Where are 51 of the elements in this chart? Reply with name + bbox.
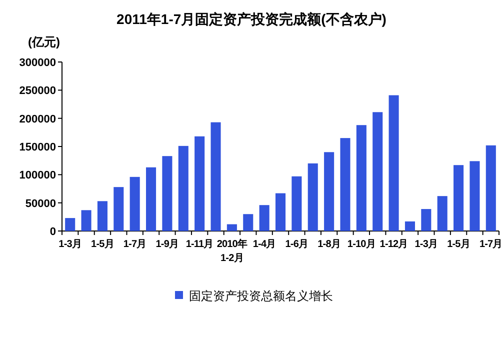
bar (275, 193, 286, 231)
x-tick-label: 1-10月 (347, 239, 376, 250)
bar (404, 221, 415, 231)
bar (194, 136, 205, 231)
bar (97, 201, 108, 231)
legend: 固定资产投资总额名义增长 (175, 289, 333, 303)
bar (259, 205, 270, 231)
bar (226, 224, 237, 231)
bar (324, 152, 334, 231)
bar (372, 112, 383, 231)
bar (162, 156, 172, 231)
x-tick-label: 1-8月 (318, 239, 340, 250)
bar (146, 167, 156, 231)
bar (454, 165, 464, 231)
x-tick-label: 2010年 1-2月 (216, 238, 248, 264)
bar (421, 209, 432, 231)
y-tick-label: 250000 (19, 85, 56, 98)
bar (308, 163, 318, 231)
x-tick-label: 1-9月 (156, 239, 179, 250)
y-axis-title: (亿元) (28, 35, 60, 49)
x-tick-label: 1-7月 (123, 239, 146, 250)
bar (470, 161, 480, 231)
bar (243, 214, 254, 231)
y-tick-label: 300000 (19, 57, 56, 69)
bar (81, 210, 92, 231)
y-tick-label: 50000 (25, 198, 56, 210)
x-tick-label: 1-12月 (380, 239, 408, 250)
bar (292, 176, 302, 231)
chart-title: 2011年1-7月固定资产投资完成额(不含农户) (116, 11, 386, 27)
bar (65, 218, 76, 231)
x-tick-label: 1-11月 (186, 239, 214, 250)
bar (486, 145, 496, 231)
x-tick-label: 1-5月 (447, 239, 470, 250)
bar (178, 146, 188, 231)
x-tick-label: 1-5月 (91, 239, 114, 250)
bar (114, 187, 124, 231)
x-tick-label: 1-6月 (285, 239, 308, 250)
y-tick-label: 0 (50, 226, 56, 238)
x-tick-label: 1-7月 (479, 239, 502, 250)
bar (210, 122, 221, 231)
bar (130, 176, 140, 231)
bar (437, 196, 448, 231)
y-tick-label: 150000 (19, 142, 56, 154)
x-tick-label: 1-4月 (252, 239, 276, 250)
y-tick-label: 100000 (19, 170, 56, 182)
y-tick-label: 200000 (19, 113, 56, 126)
x-tick-label: 1-3月 (58, 239, 82, 250)
bar (356, 125, 366, 231)
x-tick-label: 1-3月 (414, 239, 438, 250)
bar (388, 95, 399, 231)
bar (340, 138, 350, 231)
